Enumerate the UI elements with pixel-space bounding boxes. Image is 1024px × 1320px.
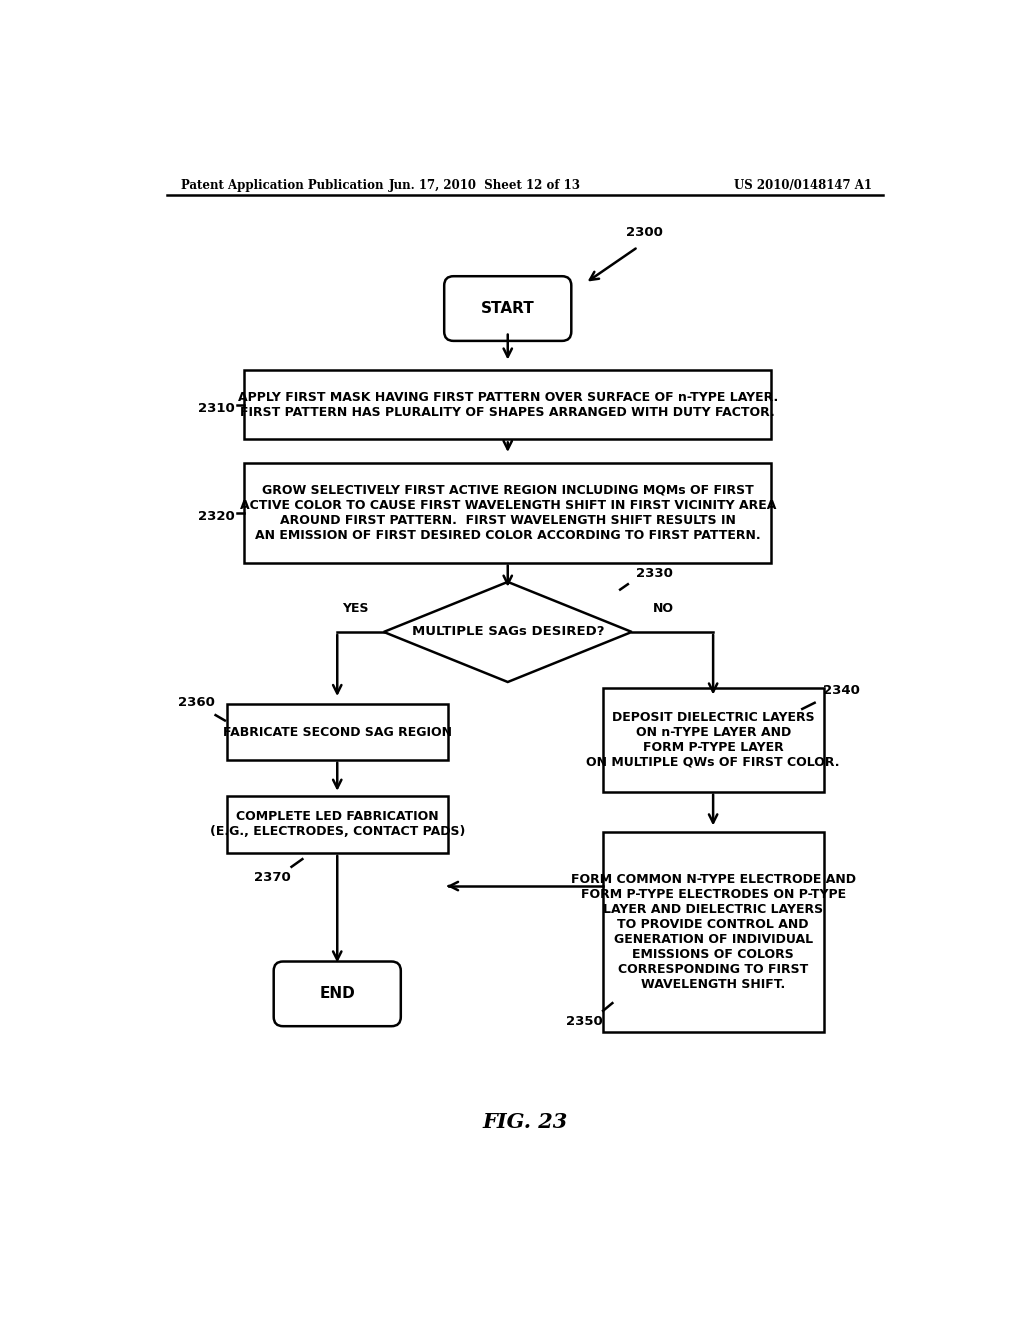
Text: FABRICATE SECOND SAG REGION: FABRICATE SECOND SAG REGION [223,726,452,739]
Text: Jun. 17, 2010  Sheet 12 of 13: Jun. 17, 2010 Sheet 12 of 13 [388,178,581,191]
Bar [245,462,771,562]
Text: END: END [319,986,355,1002]
Bar [226,796,447,853]
Text: APPLY FIRST MASK HAVING FIRST PATTERN OVER SURFACE OF n-TYPE LAYER.
FIRST PATTER: APPLY FIRST MASK HAVING FIRST PATTERN OV… [238,391,778,418]
Text: 2300: 2300 [627,226,664,239]
Polygon shape [384,582,632,682]
Bar [226,705,447,760]
Bar [245,370,771,440]
FancyBboxPatch shape [444,276,571,341]
Text: 2340: 2340 [823,684,860,697]
Text: DEPOSIT DIELECTRIC LAYERS
ON n-TYPE LAYER AND
FORM P-TYPE LAYER
ON MULTIPLE QWs : DEPOSIT DIELECTRIC LAYERS ON n-TYPE LAYE… [587,710,840,768]
Text: 2370: 2370 [254,871,291,883]
Text: NO: NO [652,602,674,615]
Text: FIG. 23: FIG. 23 [482,1113,567,1133]
Text: FORM COMMON N-TYPE ELECTRODE AND
FORM P-TYPE ELECTRODES ON P-TYPE
LAYER AND DIEL: FORM COMMON N-TYPE ELECTRODE AND FORM P-… [570,874,856,991]
Text: 2360: 2360 [178,696,215,709]
Text: YES: YES [342,602,369,615]
Text: GROW SELECTIVELY FIRST ACTIVE REGION INCLUDING MQMs OF FIRST
ACTIVE COLOR TO CAU: GROW SELECTIVELY FIRST ACTIVE REGION INC… [240,483,776,541]
Text: 2350: 2350 [565,1015,602,1028]
Text: START: START [481,301,535,315]
Text: MULTIPLE SAGs DESIRED?: MULTIPLE SAGs DESIRED? [412,626,604,639]
Bar [603,688,823,792]
Text: 2330: 2330 [636,566,673,579]
Text: 2320: 2320 [199,510,234,523]
Bar [603,832,823,1032]
Text: COMPLETE LED FABRICATION
(E.G., ELECTRODES, CONTACT PADS): COMPLETE LED FABRICATION (E.G., ELECTROD… [210,810,465,838]
Text: 2310: 2310 [199,403,234,416]
Text: Patent Application Publication: Patent Application Publication [180,178,383,191]
Text: US 2010/0148147 A1: US 2010/0148147 A1 [734,178,872,191]
FancyBboxPatch shape [273,961,400,1026]
